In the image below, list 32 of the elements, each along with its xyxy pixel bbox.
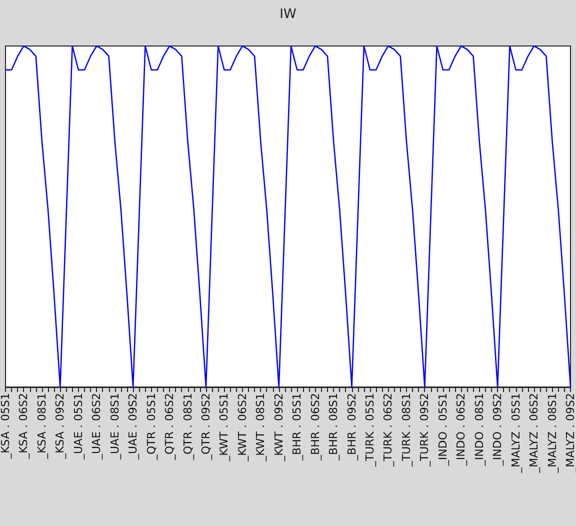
x-tick-label: _BHR . 09S2 <box>345 393 358 462</box>
x-tick-label: _QTR . 06S2 <box>163 393 176 461</box>
x-tick-label: _QTR . 09S2 <box>199 393 212 461</box>
x-tick-label: _TURK . 05S1 <box>364 393 377 468</box>
x-tick-label: _INDO . 09S2 <box>491 393 504 467</box>
x-tick-label: _MALYZ . 05S1 <box>509 393 522 474</box>
x-tick-label: _KWT . 09S2 <box>272 393 286 462</box>
x-tick-label: _BHR . 08S1 <box>327 393 340 462</box>
x-tick-label: _KWT . 08S1 <box>254 393 268 462</box>
x-tick-label: _TURK . 09S2 <box>418 393 432 468</box>
x-tick-label: _BHR . 05S1 <box>290 393 304 462</box>
x-tick-label: _BHR . 06S2 <box>308 393 322 462</box>
x-tick-label: _KSA . 05S1 <box>0 393 12 460</box>
x-tick-label: _INDO . 05S1 <box>436 393 450 467</box>
x-tick-label: _INDO . 08S1 <box>472 393 486 467</box>
x-tick-label: _TURK . 06S2 <box>382 393 395 468</box>
x-tick-label: _KWT . 06S2 <box>236 393 249 462</box>
x-tick-label: _KSA . 08S1 <box>35 393 48 460</box>
x-tick-label: _KSA . 06S2 <box>17 393 30 460</box>
x-tick-label: _MALYZ . 08S1 <box>546 393 559 474</box>
x-tick-label: _KWT . 05S1 <box>218 393 231 462</box>
chart-title: IW <box>280 7 296 22</box>
x-tick-label: _UAE . 09S2 <box>126 393 140 460</box>
x-tick-label: _KSA . 09S2 <box>54 393 67 460</box>
x-tick-label: _QTR . 05S1 <box>144 393 158 461</box>
x-tick-label: _UAE . 06S2 <box>90 393 104 460</box>
x-tick-label: _TURK . 08S1 <box>400 393 413 468</box>
x-tick-label: _INDO . 06S2 <box>454 393 468 467</box>
x-tick-label: _QTR . 08S1 <box>181 393 194 461</box>
x-tick-label: _UAE . 08S1 <box>108 393 122 460</box>
x-tick-label: _MALYZ . 06S2 <box>528 393 541 474</box>
x-tick-label: _UAE . 05S1 <box>72 393 85 460</box>
